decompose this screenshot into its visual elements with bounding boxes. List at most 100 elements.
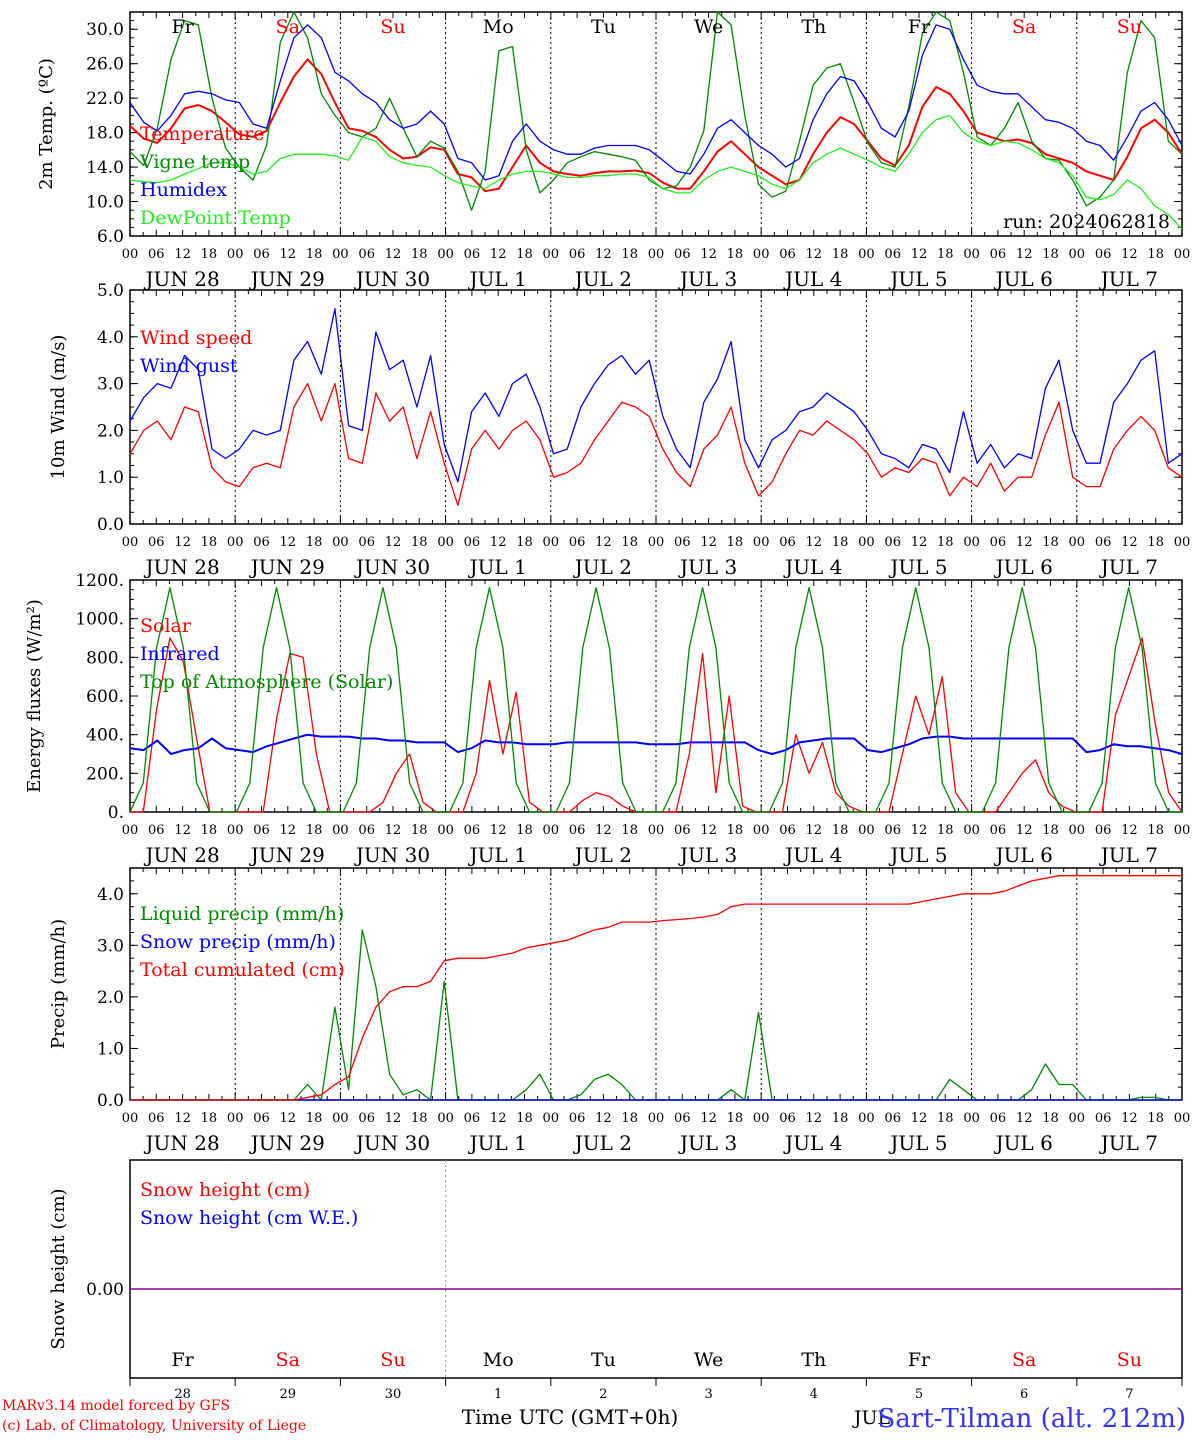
hour-label: 00 bbox=[753, 535, 770, 550]
hour-label: 06 bbox=[674, 247, 691, 262]
series-line bbox=[129, 114, 1183, 230]
day-name: Mo bbox=[483, 1349, 514, 1371]
hour-label: 18 bbox=[1147, 535, 1164, 550]
hour-label: 06 bbox=[148, 247, 165, 262]
hour-label: 00 bbox=[963, 1111, 980, 1126]
hour-label: 00 bbox=[122, 823, 139, 838]
hour-label: 12 bbox=[806, 823, 823, 838]
date-label: JUL 6 bbox=[994, 555, 1053, 579]
series-line bbox=[129, 587, 1182, 813]
hour-label: 12 bbox=[700, 247, 717, 262]
legend-entry: Snow precip (mm/h) bbox=[140, 931, 336, 953]
date-label: JUN 28 bbox=[144, 267, 220, 291]
hour-label: 12 bbox=[911, 1111, 928, 1126]
hour-label: 12 bbox=[1016, 1111, 1033, 1126]
date-label: JUL 4 bbox=[783, 555, 842, 579]
date-label: JUL 6 bbox=[994, 843, 1053, 867]
hour-label: 00 bbox=[227, 247, 244, 262]
y-tick-label: 1000. bbox=[75, 610, 124, 630]
day-name: Tu bbox=[591, 16, 616, 38]
hour-label: 18 bbox=[201, 823, 218, 838]
y-tick-label: 26.0 bbox=[86, 55, 124, 75]
day-name: Su bbox=[380, 1349, 405, 1371]
hour-label: 18 bbox=[727, 535, 744, 550]
hour-label: 06 bbox=[884, 535, 901, 550]
y-axis-label: 10m Wind (m/s) bbox=[48, 335, 69, 480]
hour-label: 00 bbox=[227, 1111, 244, 1126]
hour-label: 00 bbox=[648, 535, 665, 550]
day-number: 7 bbox=[1125, 1387, 1133, 1402]
hour-label: 06 bbox=[779, 1111, 796, 1126]
hour-label: 12 bbox=[1121, 247, 1138, 262]
hour-label: 06 bbox=[464, 823, 481, 838]
y-tick-label: 1.0 bbox=[97, 468, 124, 488]
hour-label: 18 bbox=[1042, 247, 1059, 262]
series-line bbox=[129, 382, 1183, 506]
y-tick-label: 600. bbox=[86, 687, 124, 707]
legend-entry: Vigne temp bbox=[139, 151, 250, 173]
hour-label: 18 bbox=[832, 1111, 849, 1126]
day-name: Fr bbox=[171, 16, 194, 38]
y-axis-label: Precip (mm/h) bbox=[48, 919, 69, 1049]
y-tick-label: 2.0 bbox=[97, 421, 124, 441]
legend-entry: Top of Atmosphere (Solar) bbox=[140, 671, 393, 693]
day-name: Su bbox=[1117, 16, 1142, 38]
legend-entry: Infrared bbox=[140, 643, 220, 665]
hour-label: 00 bbox=[1069, 247, 1086, 262]
hour-label: 06 bbox=[884, 247, 901, 262]
date-label: JUL 5 bbox=[888, 267, 947, 291]
hour-label: 12 bbox=[1016, 247, 1033, 262]
day-number: 2 bbox=[599, 1387, 607, 1402]
day-name: Th bbox=[801, 16, 826, 38]
date-label: JUN 30 bbox=[354, 843, 430, 867]
date-label: JUL 3 bbox=[678, 267, 737, 291]
date-label: JUL 1 bbox=[468, 843, 527, 867]
hour-label: 18 bbox=[411, 535, 428, 550]
hour-label: 18 bbox=[516, 247, 533, 262]
day-name: We bbox=[694, 16, 723, 38]
station-label: Sart-Tilman (alt. 212m) bbox=[877, 1404, 1186, 1434]
hour-label: 06 bbox=[464, 535, 481, 550]
hour-label: 18 bbox=[832, 247, 849, 262]
panel-4: 0.0 1.0 2.0 3.0 4.0 Precip (mm/h) Liquid preci… bbox=[48, 867, 1190, 1155]
day-number: 30 bbox=[385, 1387, 402, 1402]
x-axis-label: Time UTC (GMT+0h) bbox=[462, 1405, 679, 1429]
hour-label: 18 bbox=[832, 535, 849, 550]
date-label: JUN 29 bbox=[249, 267, 325, 291]
panel-3: 0. 200. 400. 600. 800. 1000. 1200. Energy fluxe… bbox=[24, 571, 1190, 867]
hour-label: 06 bbox=[1095, 1111, 1112, 1126]
hour-label: 12 bbox=[385, 535, 402, 550]
day-name: Fr bbox=[908, 16, 931, 38]
date-label: JUL 7 bbox=[1099, 843, 1158, 867]
hour-label: 12 bbox=[174, 823, 191, 838]
hour-label: 12 bbox=[1121, 535, 1138, 550]
hour-label: 00 bbox=[1174, 823, 1191, 838]
hour-label: 12 bbox=[490, 1111, 507, 1126]
hour-label: 06 bbox=[569, 823, 586, 838]
hour-label: 18 bbox=[201, 247, 218, 262]
hour-label: 12 bbox=[700, 823, 717, 838]
hour-label: 18 bbox=[411, 247, 428, 262]
hour-label: 18 bbox=[937, 535, 954, 550]
hour-label: 00 bbox=[332, 247, 349, 262]
legend-entry: Liquid precip (mm/h) bbox=[140, 903, 344, 925]
date-label: JUN 30 bbox=[354, 267, 430, 291]
hour-label: 06 bbox=[779, 823, 796, 838]
y-tick-label: 1200. bbox=[75, 571, 124, 591]
y-tick-label: 22.0 bbox=[86, 89, 124, 109]
hour-label: 00 bbox=[1069, 1111, 1086, 1126]
hour-label: 00 bbox=[227, 535, 244, 550]
legend-entry: Humidex bbox=[140, 179, 227, 201]
hour-label: 18 bbox=[621, 247, 638, 262]
hour-label: 00 bbox=[543, 1111, 560, 1126]
hour-label: 00 bbox=[648, 1111, 665, 1126]
hour-label: 00 bbox=[227, 823, 244, 838]
hour-label: 06 bbox=[1095, 823, 1112, 838]
y-tick-label: 3.0 bbox=[97, 936, 124, 956]
hour-label: 06 bbox=[1095, 535, 1112, 550]
y-tick-label: 6.0 bbox=[97, 227, 124, 247]
run-label: run: 2024062818 bbox=[1003, 211, 1170, 233]
hour-label: 18 bbox=[621, 1111, 638, 1126]
legend-entry: DewPoint Temp bbox=[140, 207, 291, 229]
y-tick-label: 1.0 bbox=[97, 1039, 124, 1059]
